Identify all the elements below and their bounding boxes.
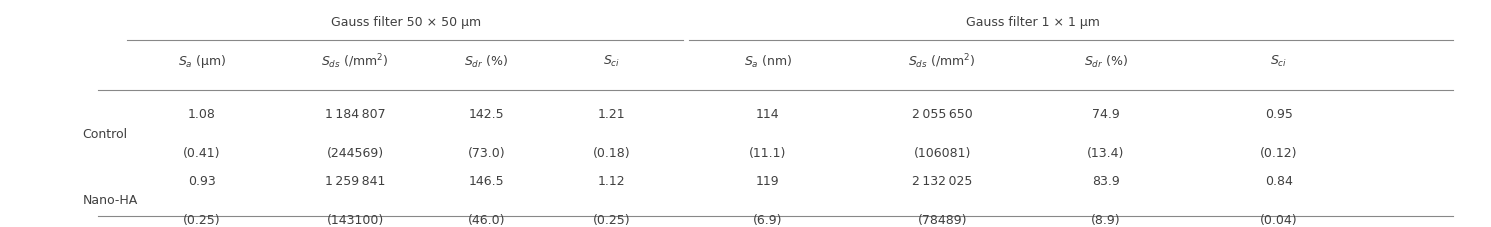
Text: $S_a$ (nm): $S_a$ (nm) (744, 54, 792, 70)
Text: (73.0): (73.0) (468, 147, 505, 160)
Text: $S_a$ (μm): $S_a$ (μm) (177, 53, 227, 70)
Text: Control: Control (82, 128, 128, 141)
Text: $S_{ds}$ (/mm$^2$): $S_{ds}$ (/mm$^2$) (322, 52, 389, 71)
Text: (13.4): (13.4) (1087, 147, 1124, 160)
Text: $S_{ds}$ (/mm$^2$): $S_{ds}$ (/mm$^2$) (908, 52, 977, 71)
Text: 2 132 025: 2 132 025 (912, 175, 972, 188)
Text: 1 259 841: 1 259 841 (325, 175, 385, 188)
Text: $S_{dr}$ (%): $S_{dr}$ (%) (1084, 54, 1129, 70)
Text: (0.25): (0.25) (592, 214, 631, 227)
Text: (46.0): (46.0) (468, 214, 505, 227)
Text: 1.21: 1.21 (598, 108, 625, 121)
Text: 119: 119 (756, 175, 780, 188)
Text: 146.5: 146.5 (468, 175, 504, 188)
Text: 83.9: 83.9 (1091, 175, 1120, 188)
Text: (0.18): (0.18) (592, 147, 631, 160)
Text: (0.04): (0.04) (1260, 214, 1297, 227)
Text: Gauss filter 1 × 1 μm: Gauss filter 1 × 1 μm (966, 16, 1100, 29)
Text: 74.9: 74.9 (1091, 108, 1120, 121)
Text: (106081): (106081) (914, 147, 971, 160)
Text: (143100): (143100) (327, 214, 383, 227)
Text: (78489): (78489) (917, 214, 966, 227)
Text: $S_{dr}$ (%): $S_{dr}$ (%) (464, 54, 508, 70)
Text: (8.9): (8.9) (1091, 214, 1121, 227)
Text: 1.12: 1.12 (598, 175, 625, 188)
Text: 1 184 807: 1 184 807 (325, 108, 386, 121)
Text: 0.93: 0.93 (188, 175, 216, 188)
Text: 114: 114 (756, 108, 780, 121)
Text: Gauss filter 50 × 50 μm: Gauss filter 50 × 50 μm (331, 16, 482, 29)
Text: 0.95: 0.95 (1264, 108, 1293, 121)
Text: 142.5: 142.5 (468, 108, 504, 121)
Text: (0.12): (0.12) (1260, 147, 1297, 160)
Text: 0.84: 0.84 (1264, 175, 1293, 188)
Text: (6.9): (6.9) (753, 214, 783, 227)
Text: 2 055 650: 2 055 650 (912, 108, 972, 121)
Text: (0.41): (0.41) (183, 147, 221, 160)
Text: (0.25): (0.25) (183, 214, 221, 227)
Text: $S_{ci}$: $S_{ci}$ (1270, 54, 1287, 69)
Text: Nano-HA: Nano-HA (82, 194, 137, 207)
Text: (11.1): (11.1) (748, 147, 787, 160)
Text: 1.08: 1.08 (188, 108, 216, 121)
Text: (244569): (244569) (327, 147, 383, 160)
Text: $S_{ci}$: $S_{ci}$ (602, 54, 620, 69)
